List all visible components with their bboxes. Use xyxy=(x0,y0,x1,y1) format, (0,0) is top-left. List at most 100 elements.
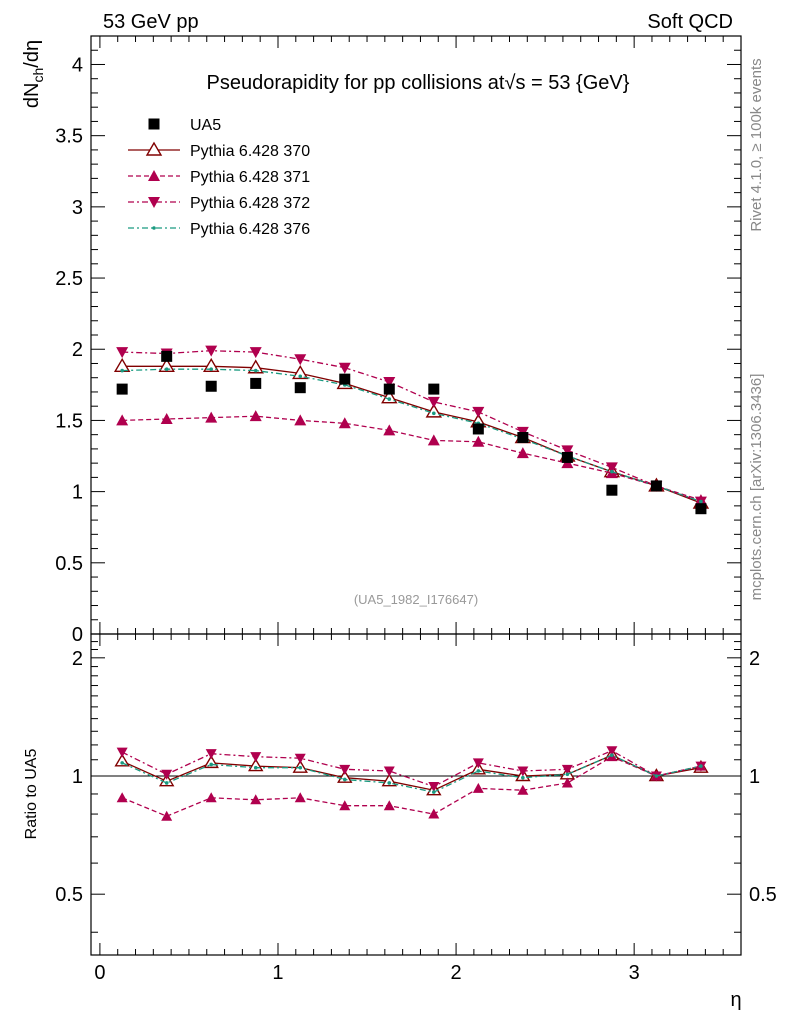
data-point xyxy=(247,359,264,374)
data-point xyxy=(116,414,129,426)
rivet-label: Rivet 4.1.0, ≥ 100k events xyxy=(748,58,765,231)
data-point xyxy=(699,764,703,768)
y-tick-label: 0.5 xyxy=(55,553,83,575)
data-point xyxy=(209,367,214,371)
y-tick-label: 2.5 xyxy=(55,268,83,290)
legend-item: Pythia 6.428 370 xyxy=(128,141,310,160)
data-point xyxy=(249,410,262,422)
data-point xyxy=(292,365,309,380)
data-point xyxy=(164,367,169,371)
legend-marker xyxy=(148,118,160,130)
data-point xyxy=(606,484,618,496)
data-point xyxy=(342,777,347,782)
data-point xyxy=(253,368,258,373)
data-point xyxy=(161,769,173,780)
ratio-panel: 0 1 2 3 0.5 0.5 1 1 2 2 Ratio to UA5 η xyxy=(23,633,777,1011)
data-point xyxy=(383,800,395,811)
series-line xyxy=(122,365,702,504)
data-point xyxy=(158,773,175,787)
data-point xyxy=(160,413,173,425)
data-point xyxy=(425,403,443,418)
data-point xyxy=(116,383,128,395)
data-point xyxy=(565,772,570,777)
series-pythia-6-428-370 xyxy=(113,357,710,509)
data-point xyxy=(338,362,351,374)
y-tick-label: 1 xyxy=(72,482,83,504)
ratio-axis-ticks: 0 1 2 3 0.5 0.5 1 1 2 2 xyxy=(55,634,777,984)
mcplots-label: mcplots.cern.ch [arXiv:1306.3436] xyxy=(748,374,765,601)
y-tick-label: 1 xyxy=(72,766,83,788)
main-watermark: (UA5_1982_I176647) xyxy=(354,592,478,607)
series-line xyxy=(122,350,702,503)
data-point xyxy=(205,749,217,760)
y-tick-label: 0.5 xyxy=(55,884,83,906)
main-title: Pseudorapidity for pp collisions at√s = … xyxy=(207,72,630,94)
legend-item: UA5 xyxy=(148,117,221,134)
data-point xyxy=(695,503,707,515)
y-tick-label: 3 xyxy=(72,197,83,219)
data-point xyxy=(250,377,262,389)
x-axis-label: η xyxy=(730,989,741,1011)
x-tick-label: 3 xyxy=(629,962,640,984)
legend-marker xyxy=(148,170,160,181)
y-tick-label: 4 xyxy=(72,54,83,76)
data-point xyxy=(294,354,307,366)
data-point xyxy=(428,782,440,793)
data-point xyxy=(383,383,395,395)
ratio-plot-frame xyxy=(90,633,742,956)
data-point xyxy=(610,469,614,474)
data-point xyxy=(205,380,217,392)
data-point xyxy=(381,773,398,787)
data-point xyxy=(383,376,396,388)
data-point xyxy=(654,774,659,778)
data-point xyxy=(298,765,303,770)
legend-label: Pythia 6.428 371 xyxy=(190,169,310,186)
data-point xyxy=(650,480,662,492)
main-series-group xyxy=(113,345,710,515)
data-point xyxy=(561,764,573,775)
data-point xyxy=(472,758,484,769)
data-point xyxy=(476,769,481,773)
data-point xyxy=(699,499,703,504)
data-point xyxy=(383,424,396,436)
data-point xyxy=(202,357,220,373)
data-point xyxy=(158,357,175,373)
data-point xyxy=(249,347,262,359)
data-point xyxy=(294,753,306,764)
legend-marker xyxy=(148,197,160,208)
main-y-axis-label: dNch/dη xyxy=(21,40,46,108)
data-point xyxy=(253,765,258,770)
header-right: Soft QCD xyxy=(647,11,733,33)
data-point xyxy=(427,434,440,446)
y-tick-label: 2 xyxy=(72,339,83,361)
data-point xyxy=(517,766,529,777)
main-panel: 0 0.5 1 1.5 2 2.5 3 3.5 4 Pseudorapidity for pp … xyxy=(21,35,742,646)
data-point xyxy=(339,373,351,385)
data-point xyxy=(381,389,398,404)
series-line xyxy=(121,754,702,793)
data-point xyxy=(561,451,573,463)
data-point xyxy=(339,800,351,811)
legend-label: Pythia 6.428 372 xyxy=(190,195,310,212)
data-point xyxy=(338,417,351,429)
data-point xyxy=(432,411,436,416)
data-point xyxy=(387,397,392,401)
data-point xyxy=(517,784,529,795)
data-point xyxy=(116,347,129,359)
data-point xyxy=(472,435,485,447)
series-pythia-6-428-371 xyxy=(116,410,707,506)
legend-marker xyxy=(145,141,163,156)
legend-item: Pythia 6.428 376 xyxy=(128,221,310,238)
data-point xyxy=(606,746,618,757)
x-tick-label: 1 xyxy=(272,962,283,984)
data-point xyxy=(605,462,618,474)
series-pythia-6-428-376 xyxy=(120,753,703,794)
data-point xyxy=(516,447,529,459)
y-tick-label: 0 xyxy=(72,624,83,646)
y-tick-label-right: 2 xyxy=(749,648,760,670)
data-point xyxy=(517,432,529,444)
data-point xyxy=(294,414,307,426)
data-point xyxy=(120,761,124,765)
y-label-sub: ch xyxy=(30,68,46,83)
